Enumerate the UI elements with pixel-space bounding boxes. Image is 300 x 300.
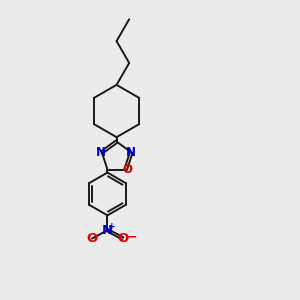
- Text: O: O: [86, 232, 98, 245]
- Text: −: −: [127, 231, 138, 244]
- Text: +: +: [107, 222, 115, 231]
- Text: N: N: [126, 146, 136, 159]
- Text: O: O: [118, 232, 129, 245]
- Text: N: N: [102, 224, 113, 237]
- Text: O: O: [122, 163, 132, 176]
- Text: N: N: [95, 146, 105, 159]
